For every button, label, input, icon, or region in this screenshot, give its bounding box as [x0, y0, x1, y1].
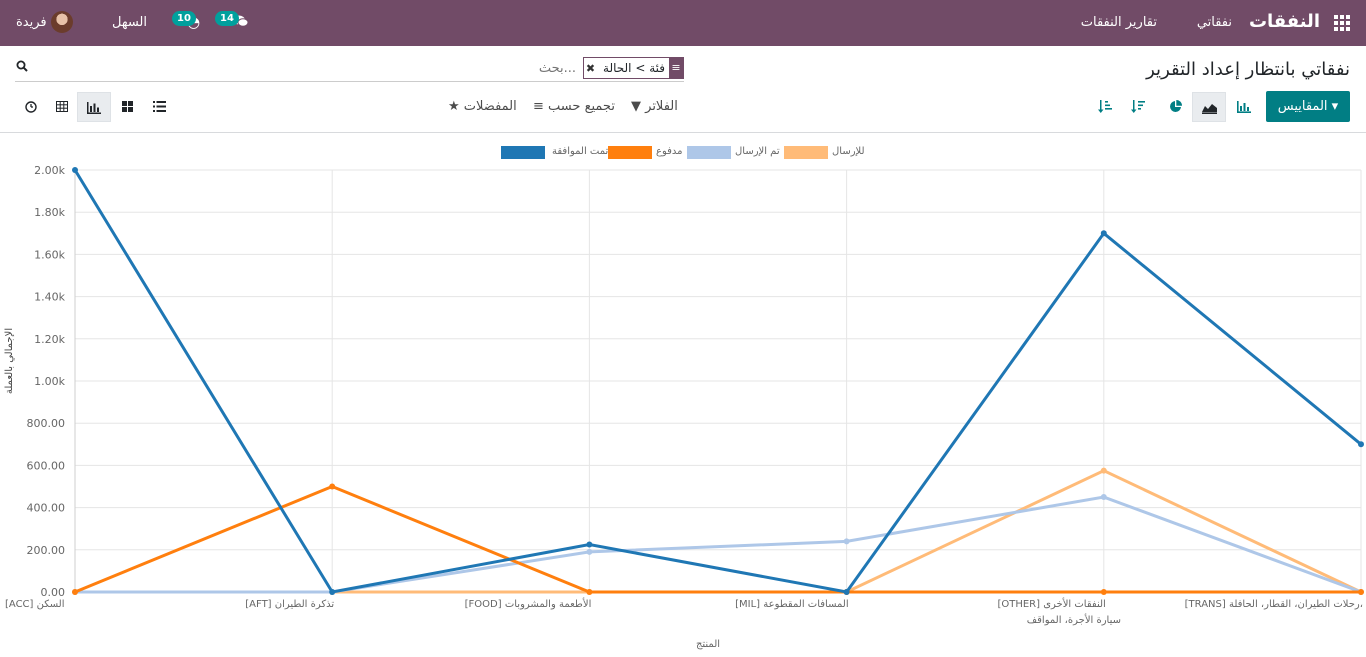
y-tick-label: 200.00 — [27, 544, 66, 557]
top-navbar: النفقات نفقاتي تقارير النفقات فريدة السه… — [0, 0, 1366, 46]
data-point — [1100, 494, 1107, 501]
legend-label[interactable]: تمت الموافقة — [552, 146, 609, 157]
measures-label: المقاييس — [1277, 99, 1328, 114]
avatar[interactable] — [51, 11, 73, 33]
y-tick-label: 1.20k — [34, 333, 65, 346]
bar-chart-button[interactable] — [1226, 92, 1260, 122]
kanban-view-button[interactable] — [110, 92, 144, 122]
legend-label[interactable]: للإرسال — [832, 146, 865, 157]
facet-label: فئة > الحالة — [603, 61, 665, 75]
y-tick-label: 400.00 — [27, 502, 66, 515]
expenses-line-chart: 0.00 200.00 400.00 600.00 800.00 1.00k 1.20k 1.… — [4, 164, 1364, 650]
data-point — [843, 538, 850, 545]
pie-chart-button[interactable] — [1158, 92, 1192, 122]
legend-swatch[interactable] — [608, 146, 652, 159]
y-tick-label: 1.40k — [34, 291, 65, 304]
bar-chart-icon — [1236, 100, 1251, 113]
graph-view-button[interactable] — [77, 92, 111, 122]
x-tick-label: [TRANS] رحلات الطيران، القطار، الحافلة، س… — [1027, 599, 1363, 626]
facet-close-icon[interactable]: ✖ — [585, 61, 596, 75]
apps-grid-icon[interactable] — [1334, 15, 1350, 31]
search-bar: ≡ فئة > الحالة ✖ — [15, 56, 684, 82]
y-axis-label: الإجمالي بالعملة — [4, 328, 15, 394]
data-point — [72, 167, 78, 173]
x-axis-label: المنتج — [696, 639, 720, 650]
data-point — [1100, 230, 1107, 237]
company-name[interactable]: السهل — [112, 15, 148, 30]
pie-chart-icon — [1169, 100, 1182, 112]
legend-swatch[interactable] — [501, 146, 545, 159]
pivot-view-button[interactable] — [45, 92, 79, 122]
sort-descending-icon — [1131, 100, 1145, 113]
groupby-facet-icon: ≡ — [669, 58, 683, 78]
filters-dropdown[interactable]: ▼ الفلاتر — [631, 99, 678, 114]
legend-swatch[interactable] — [784, 146, 828, 159]
search-icon[interactable] — [16, 60, 28, 72]
x-tick-label: [MIL] المسافات المقطوعة — [735, 599, 849, 610]
groupby-icon: ≡ — [533, 99, 544, 114]
data-point — [1358, 589, 1364, 595]
control-panel-divider — [0, 132, 1366, 133]
pivot-view-icon — [56, 101, 68, 112]
groupby-label: تجميع حسب — [548, 99, 615, 114]
star-icon: ★ — [448, 99, 460, 114]
x-tick-label: [FOOD] الأطعمة والمشروبات — [465, 597, 592, 610]
sort-ascending-icon — [1098, 100, 1112, 113]
legend-swatch[interactable] — [687, 146, 731, 159]
area-chart-icon — [1201, 103, 1217, 114]
messages-badge: 14 — [215, 11, 239, 26]
data-point — [72, 589, 78, 595]
filter-icon: ▼ — [631, 99, 641, 114]
y-tick-label: 1.80k — [34, 206, 65, 219]
y-tick-label: 1.00k — [34, 375, 65, 388]
measures-button[interactable]: المقاييس ▾ — [1266, 91, 1350, 122]
clock-icon — [25, 100, 37, 113]
series-line — [75, 495, 1362, 594]
search-input[interactable] — [376, 61, 576, 76]
legend-label[interactable]: تم الإرسال — [735, 146, 780, 157]
favorites-dropdown[interactable]: ★ المفضلات — [448, 99, 517, 114]
menu-my-expenses[interactable]: نفقاتي — [1196, 15, 1232, 30]
series-line — [74, 484, 1361, 594]
y-tick-label: 0.00 — [41, 586, 66, 599]
app-brand[interactable]: النفقات — [1248, 11, 1320, 32]
search-facet[interactable]: ≡ فئة > الحالة ✖ — [582, 57, 684, 79]
list-view-icon — [152, 101, 166, 112]
page-title: نفقاتي بانتظار إعداد التقرير — [1146, 59, 1350, 80]
x-tick-label: [ACC] السكن — [5, 599, 65, 610]
series-line — [73, 169, 1362, 594]
activity-view-button[interactable] — [14, 92, 48, 122]
data-point — [586, 589, 593, 595]
y-tick-label: 600.00 — [27, 459, 66, 472]
data-point — [843, 589, 850, 595]
kanban-view-icon — [121, 101, 133, 112]
data-point — [1358, 441, 1364, 448]
filters-label: الفلاتر — [645, 99, 678, 114]
line-chart-button[interactable] — [1192, 92, 1226, 122]
data-point — [1100, 467, 1107, 474]
legend-label[interactable]: مدفوع — [656, 146, 683, 157]
data-point — [329, 589, 336, 595]
graph-view-icon — [87, 101, 101, 114]
y-tick-label: 1.60k — [34, 248, 65, 261]
user-name[interactable]: فريدة — [16, 15, 47, 30]
y-tick-label: 800.00 — [27, 417, 66, 430]
activities-badge: 10 — [172, 11, 196, 26]
sort-descending-button[interactable] — [1121, 92, 1155, 122]
sort-ascending-button[interactable] — [1088, 92, 1122, 122]
favorites-label: المفضلات — [463, 99, 517, 114]
data-point — [1100, 589, 1107, 595]
data-point — [586, 548, 593, 555]
y-tick-label: 2.00k — [34, 164, 65, 177]
data-point — [586, 541, 593, 548]
data-point — [329, 483, 336, 490]
menu-expense-reports[interactable]: تقارير النفقات — [1080, 15, 1157, 30]
list-view-button[interactable] — [142, 92, 176, 122]
x-tick-label: [OTHER] النفقات الأخرى — [997, 597, 1105, 610]
x-tick-label: [AFT] تذكرة الطيران — [245, 599, 334, 610]
groupby-dropdown[interactable]: ≡ تجميع حسب — [533, 99, 615, 114]
